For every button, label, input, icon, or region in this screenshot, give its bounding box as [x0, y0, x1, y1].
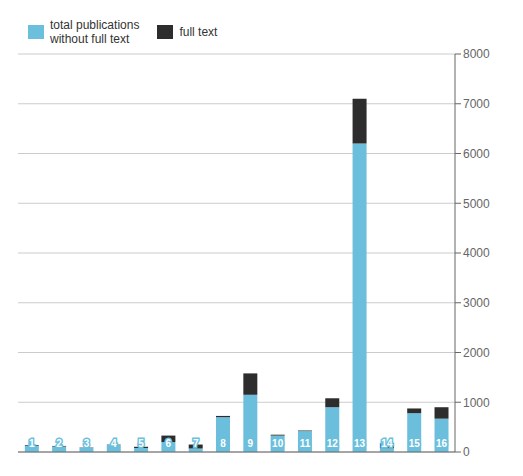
- svg-text:1000: 1000: [463, 396, 490, 410]
- html-text:full text: full text: [179, 25, 218, 39]
- svg-text:11: 11: [300, 438, 311, 449]
- svg-text:5: 5: [138, 438, 144, 449]
- svg-text:4: 4: [111, 438, 117, 449]
- svg-text:12: 12: [327, 438, 339, 449]
- svg-text:2000: 2000: [463, 346, 490, 360]
- svg-text:3000: 3000: [463, 296, 490, 310]
- svg-text:16: 16: [436, 438, 448, 449]
- svg-text:9: 9: [248, 438, 254, 449]
- svg-text:1: 1: [29, 438, 35, 449]
- svg-text:15: 15: [409, 438, 421, 449]
- svg-text:13: 13: [354, 438, 366, 449]
- svg-text:7000: 7000: [463, 97, 490, 111]
- svg-text:6: 6: [166, 438, 172, 449]
- svg-text:4000: 4000: [463, 246, 490, 260]
- svg-text:2: 2: [56, 438, 62, 449]
- svg-text:5000: 5000: [463, 197, 490, 211]
- svg-text:3: 3: [84, 438, 90, 449]
- svg-text:8000: 8000: [463, 47, 490, 61]
- svg-text:0: 0: [463, 445, 470, 459]
- svg-text:7: 7: [193, 438, 199, 449]
- svg-text:10: 10: [272, 438, 284, 449]
- svg-text:14: 14: [381, 438, 393, 449]
- svg-text:8: 8: [220, 438, 226, 449]
- html-text:total publications without ful: total publications without full text: [50, 18, 140, 46]
- svg-text:6000: 6000: [463, 147, 490, 161]
